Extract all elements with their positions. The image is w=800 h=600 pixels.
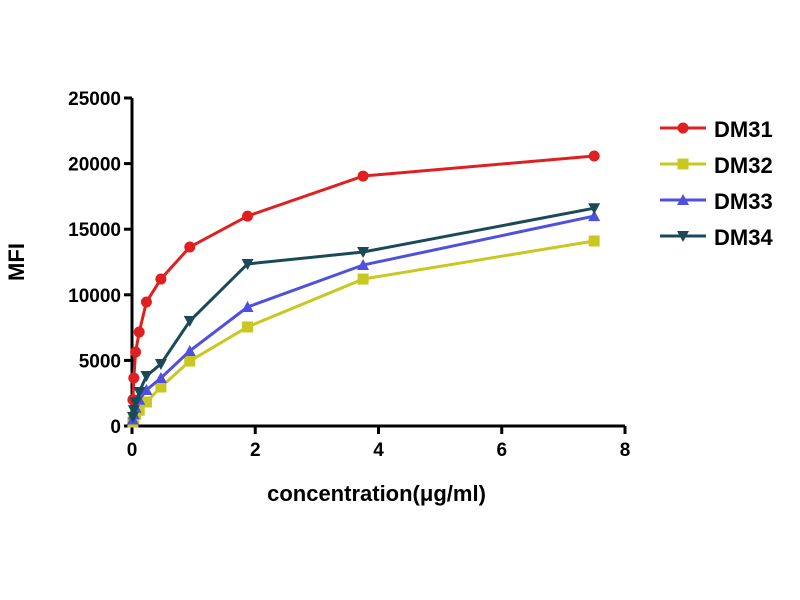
legend-marker [677, 194, 689, 205]
data-point-dm34 [357, 247, 370, 259]
data-point-dm32 [242, 321, 254, 333]
data-point-dm31 [357, 170, 369, 182]
legend-label: DM33 [714, 189, 773, 214]
data-point-dm31 [242, 210, 254, 222]
data-point-dm33 [183, 344, 196, 356]
x-tick-label: 8 [620, 440, 631, 461]
series-line-dm31 [131, 154, 595, 400]
data-point-dm34 [133, 387, 146, 399]
y-tick-label: 5000 [79, 351, 121, 372]
data-point-dm32 [588, 235, 600, 247]
data-point-dm31 [184, 241, 196, 253]
data-point-dm32 [140, 396, 152, 408]
data-point-dm33 [140, 384, 153, 396]
data-point-dm31 [130, 346, 142, 358]
data-point-dm31 [128, 372, 140, 384]
data-point-dm31 [140, 296, 152, 308]
data-point-dm31 [133, 326, 145, 338]
data-point-dm34 [154, 358, 167, 370]
data-point-dm32 [357, 273, 369, 285]
data-point-dm31 [155, 273, 167, 285]
data-point-dm34 [126, 411, 139, 423]
data-point-dm32 [184, 355, 196, 367]
data-point-dm34 [241, 258, 254, 270]
data-point-dm33 [588, 210, 601, 222]
x-tick-label: 4 [373, 440, 384, 461]
data-point-dm31 [588, 150, 600, 162]
legend-marker [677, 122, 689, 134]
x-axis-label: concentration(μg/ml) [267, 481, 486, 506]
data-point-dm32 [155, 381, 167, 393]
y-tick-label: 10000 [68, 286, 121, 307]
series-line-dm33 [131, 214, 595, 420]
y-tick-label: 25000 [68, 89, 121, 110]
data-point-dm34 [127, 405, 140, 417]
data-point-dm34 [140, 371, 153, 383]
x-tick-label: 2 [250, 440, 261, 461]
legend-marker [677, 231, 689, 242]
y-tick-label: 0 [110, 417, 121, 438]
legend-marker [677, 158, 689, 170]
y-axis-label: MFI [4, 243, 29, 281]
y-tick-label: 15000 [68, 220, 121, 241]
legend-label: DM34 [714, 225, 773, 250]
y-tick-label: 20000 [68, 155, 121, 176]
legend-label: DM32 [714, 153, 773, 178]
data-point-dm34 [129, 397, 142, 409]
data-point-dm33 [357, 259, 370, 271]
data-point-dm34 [588, 203, 601, 215]
legend-label: DM31 [714, 117, 773, 142]
x-tick-label: 0 [127, 440, 138, 461]
data-point-dm33 [154, 371, 167, 383]
data-point-dm34 [183, 316, 196, 328]
x-tick-label: 6 [496, 440, 507, 461]
data-point-dm33 [241, 301, 254, 313]
